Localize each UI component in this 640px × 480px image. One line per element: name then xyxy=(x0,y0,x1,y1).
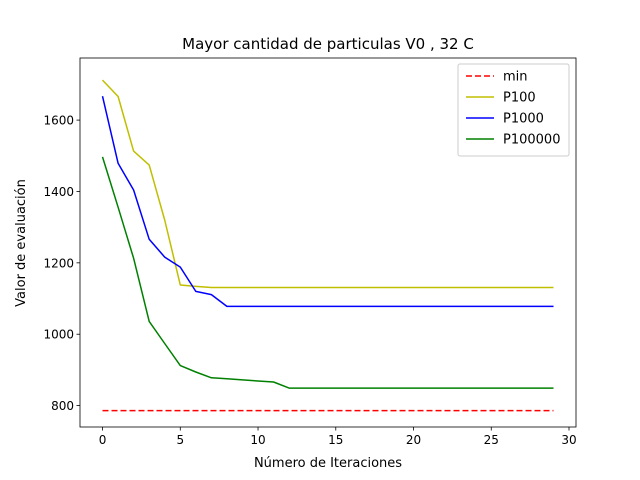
plot-frame xyxy=(79,57,577,428)
x-axis-label: Número de Iteraciones xyxy=(254,456,402,471)
y-tick-label: 1600 xyxy=(43,114,74,128)
legend-label-min: min xyxy=(503,70,528,85)
x-tick-label: 15 xyxy=(328,433,343,447)
plot-area xyxy=(79,57,577,428)
legend-label-p100: P100 xyxy=(503,91,536,106)
y-tick-label: 800 xyxy=(51,399,74,413)
y-axis-label: Valor de evaluación xyxy=(14,179,29,307)
series-line-p100000 xyxy=(101,156,554,389)
x-tick-label: 0 xyxy=(99,433,107,447)
x-tick-label: 10 xyxy=(250,433,265,447)
chart-title: Mayor cantidad de particulas V0 , 32 C xyxy=(182,35,474,53)
legend-label-p100000: P100000 xyxy=(503,133,560,148)
x-tick-label: 25 xyxy=(484,433,499,447)
y-tick-label: 1000 xyxy=(43,328,74,342)
x-tick-label: 30 xyxy=(561,433,576,447)
legend-label-p1000: P1000 xyxy=(503,112,544,127)
x-tick-label: 20 xyxy=(406,433,421,447)
legend: min P100 P1000 P100000 xyxy=(457,63,570,157)
series-line-p1000 xyxy=(101,96,554,308)
y-tick-label: 1400 xyxy=(43,185,74,199)
x-tick-label: 5 xyxy=(176,433,184,447)
y-axis: 800 1000 1200 1400 1600 xyxy=(43,114,80,413)
x-axis: 0 5 10 15 20 25 30 xyxy=(99,427,577,447)
y-tick-label: 1200 xyxy=(43,256,74,270)
series-line-p100 xyxy=(101,79,554,289)
legend-box xyxy=(457,63,570,157)
